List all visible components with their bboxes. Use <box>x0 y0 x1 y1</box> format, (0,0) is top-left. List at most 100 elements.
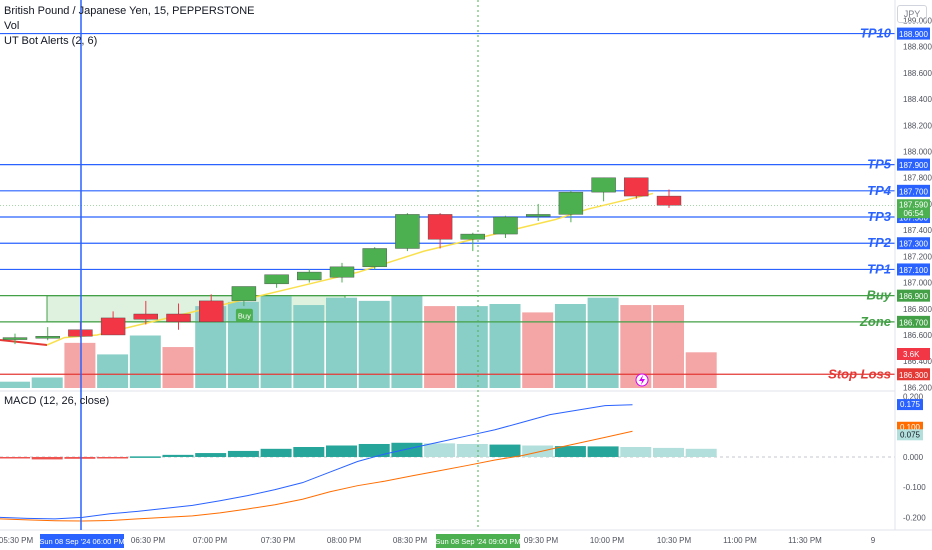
macd-value-badge <box>897 399 923 411</box>
candle-body <box>100 317 126 336</box>
candle-body <box>526 214 551 217</box>
macd-histogram-bar <box>64 456 96 459</box>
volume-badge-text: 3.6K <box>903 350 920 359</box>
time-tick-label: 10:30 PM <box>657 536 692 545</box>
level-price-badge <box>897 263 930 276</box>
level-price-text: 186.300 <box>899 371 928 380</box>
macd-tick-label: -0.100 <box>903 483 926 492</box>
time-tick-label: 10:00 PM <box>590 536 625 545</box>
buy-signal-marker <box>235 308 253 322</box>
candle-body <box>427 214 453 240</box>
countdown-text: 06:54 <box>903 209 924 218</box>
level-price-badge <box>897 184 930 197</box>
level-price-badge <box>897 237 930 250</box>
time-badge-green <box>436 534 520 548</box>
volume-badge <box>897 348 930 360</box>
candle-body <box>231 286 257 302</box>
macd-tick-label: 0.200 <box>903 393 924 402</box>
level-price-badge <box>897 289 930 302</box>
level-price-text: 187.900 <box>899 161 928 170</box>
volume-bar <box>260 295 292 388</box>
candle-body <box>656 195 682 206</box>
macd-value-badge-text: 0.175 <box>900 400 921 409</box>
candle-body <box>198 300 224 323</box>
macd-histogram-bar <box>653 447 684 457</box>
price-tick-label: 187.200 <box>903 252 932 261</box>
macd-tick-label: -0.200 <box>903 513 926 522</box>
currency-button[interactable]: JPY <box>897 5 927 23</box>
signal-value-badge <box>897 421 923 433</box>
price-tick-label: 188.200 <box>903 121 932 130</box>
candle-body <box>362 248 387 268</box>
macd-histogram-bar <box>129 456 161 458</box>
volume-bar <box>97 354 129 388</box>
price-tick-label: 189.000 <box>903 16 932 25</box>
level-price-badge <box>897 27 930 40</box>
trailing-stop-line-red <box>0 339 48 346</box>
hist-value-badge-text: 0.075 <box>900 430 921 439</box>
price-tick-label: 186.800 <box>903 305 932 314</box>
level-price-badge <box>897 368 930 381</box>
time-badge-green-text: Sun 08 Sep '24 09:00 PM <box>435 537 520 546</box>
macd-line <box>0 404 633 520</box>
time-tick-label: 06:30 PM <box>131 536 166 545</box>
time-badge-blue-text: Sun 08 Sep '24 06:00 PM <box>39 537 124 546</box>
candle-body <box>35 336 60 339</box>
macd-histogram-bar <box>162 454 194 457</box>
macd-histogram-bar <box>456 443 488 457</box>
time-tick-label: 11:00 PM <box>723 536 757 545</box>
level-label: TP5 <box>867 157 892 172</box>
level-label: TP4 <box>867 183 892 198</box>
macd-histogram-bar <box>195 453 227 457</box>
volume-bar <box>489 304 521 388</box>
level-price-text: 188.900 <box>899 30 928 39</box>
level-price-badge <box>897 158 930 171</box>
volume-bar <box>391 295 423 388</box>
time-tick-label: 11:30 PM <box>788 536 822 545</box>
current-price-text: 187.590 <box>899 201 928 210</box>
hist-value-badge <box>897 429 923 441</box>
candle-body <box>558 191 584 215</box>
volume-bar <box>0 381 30 388</box>
candle-body <box>133 313 159 320</box>
volume-bar <box>653 305 684 388</box>
macd-tick-label: 0.000 <box>903 453 924 462</box>
volume-legend: Vol <box>4 20 20 32</box>
level-label: TP10 <box>860 26 892 41</box>
candle-body <box>624 177 649 197</box>
macd-legend: MACD (12, 26, close) <box>4 395 110 407</box>
time-tick-label: 09:30 PM <box>524 536 559 545</box>
volume-bar <box>685 352 717 388</box>
candle-body <box>297 271 322 281</box>
signal-line <box>0 430 633 522</box>
macd-histogram-bar <box>522 445 554 457</box>
alert-lightning-glyph <box>639 375 645 385</box>
macd-histogram-bar <box>391 442 423 457</box>
price-tick-label: 188.600 <box>903 69 932 78</box>
volume-bar <box>293 305 325 388</box>
price-tick-label: 186.400 <box>903 357 932 366</box>
macd-histogram-bar <box>326 445 357 457</box>
volume-bar <box>326 297 357 388</box>
price-tick-label: 187.000 <box>903 279 932 288</box>
macd-histogram-bar <box>227 450 259 457</box>
time-tick-label: 08:00 PM <box>327 536 362 545</box>
level-label: TP1 <box>867 261 891 276</box>
chart-title: British Pound / Japanese Yen, 15, PEPPER… <box>4 5 255 17</box>
price-tick-label: 186.600 <box>903 331 932 340</box>
level-price-text: 187.700 <box>899 187 928 196</box>
macd-histogram-bar <box>685 448 717 457</box>
macd-histogram-bar <box>260 448 292 457</box>
time-badge-blue <box>40 534 124 548</box>
time-tick-label: 9 <box>871 536 876 545</box>
price-tick-label: 188.000 <box>903 148 932 157</box>
price-tick-label: 188.800 <box>903 43 932 52</box>
price-tick-label: 186.200 <box>903 383 932 392</box>
level-label: TP2 <box>867 235 892 250</box>
indicator-legend: UT Bot Alerts (2, 6) <box>4 35 98 47</box>
time-tick-label: 08:30 PM <box>393 536 428 545</box>
volume-bar <box>358 300 390 388</box>
volume-bar <box>554 304 586 388</box>
level-label: Buy <box>866 288 891 303</box>
